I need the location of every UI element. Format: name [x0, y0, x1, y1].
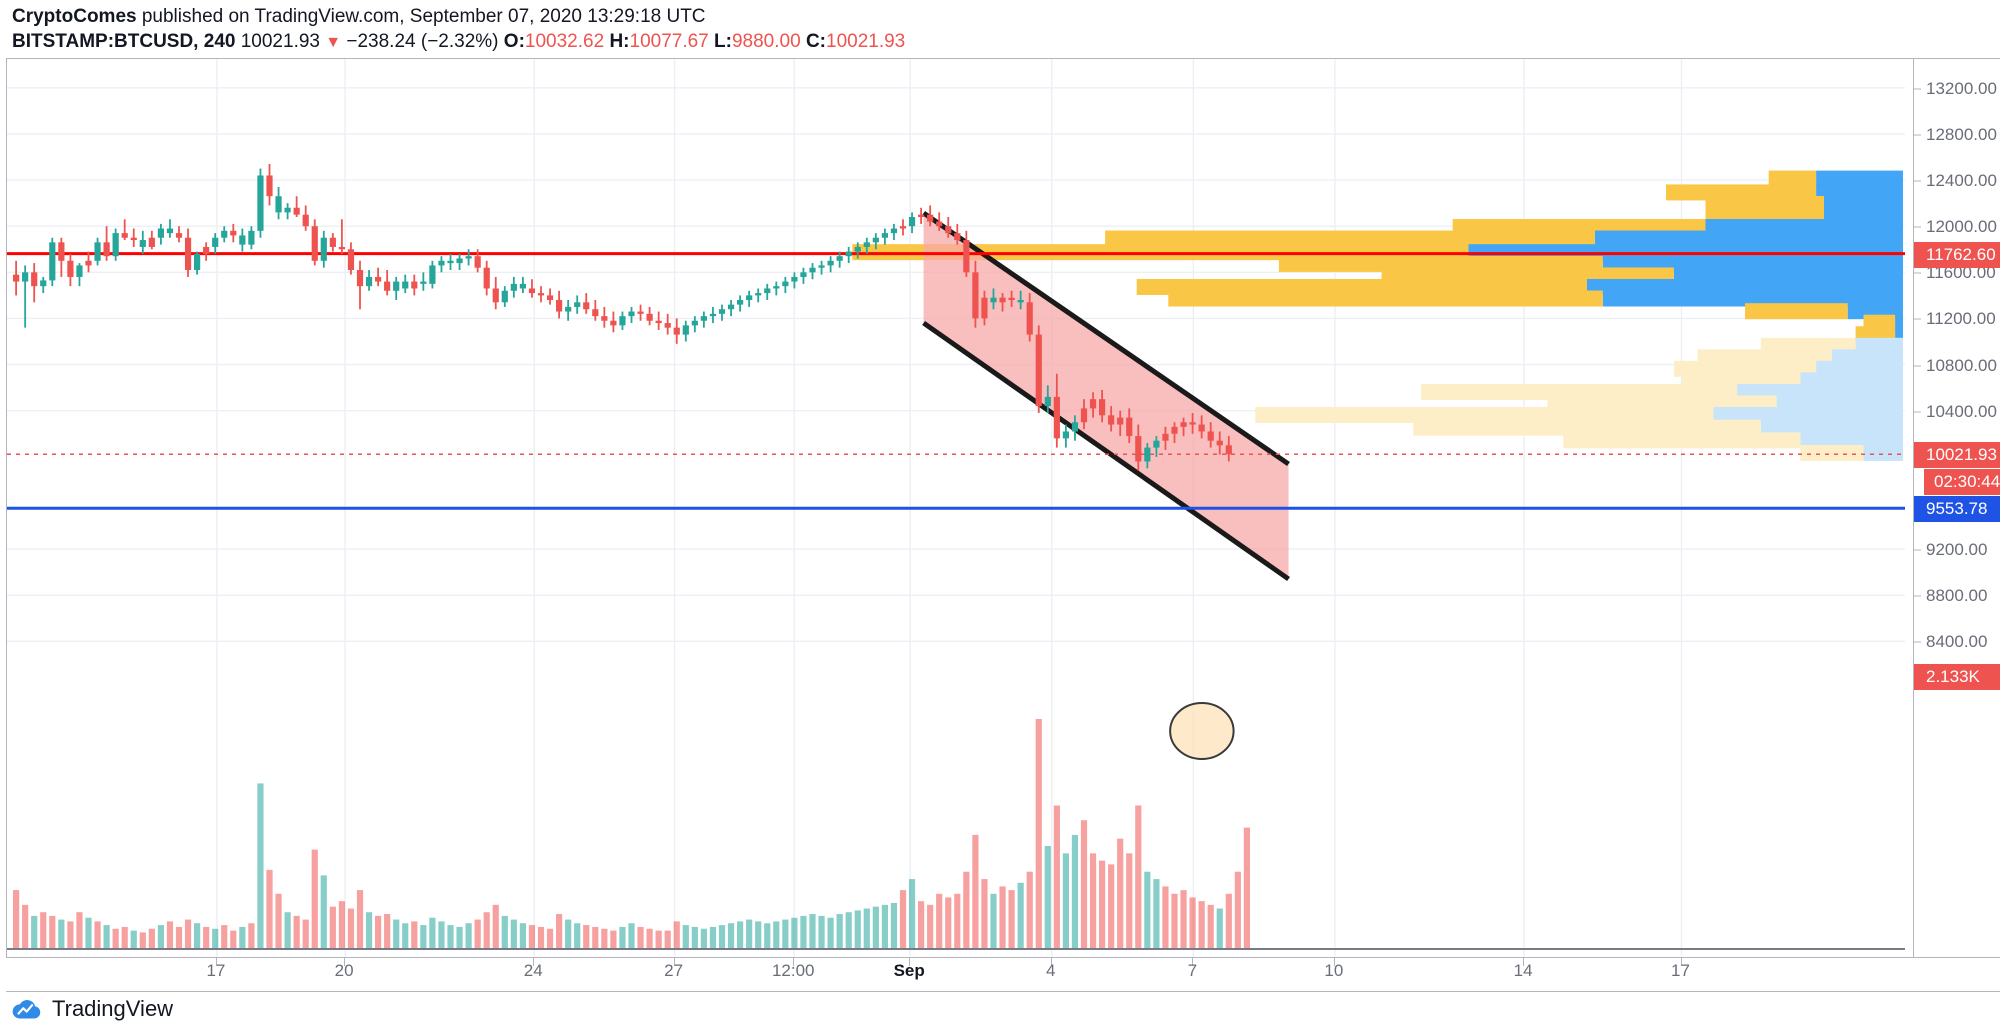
price-change-label: −238.24 (−2.32%) [346, 31, 499, 52]
resistance-price-badge[interactable]: 11762.60 [1914, 241, 2000, 268]
time-tick-mark [344, 958, 346, 966]
price-tick-label: 13200.00 [1926, 78, 1997, 98]
chart-canvas[interactable] [6, 58, 1914, 958]
symbol-quote-bar: BITSTAMP:BTCUSD, 240 10021.93 ▼ −238.24 … [12, 31, 905, 53]
time-tick-mark [1523, 958, 1525, 966]
published-meta: published on TradingView.com, September … [141, 6, 706, 27]
price-tick-mark [1914, 365, 1921, 367]
time-tick-label: 20 [334, 961, 354, 980]
footer: TradingView [12, 996, 173, 1022]
price-tick-mark [1914, 549, 1921, 551]
price-tick-label: 11600.00 [1926, 263, 1996, 283]
support-price-badge[interactable]: 9553.78 [1914, 496, 2000, 523]
time-tick-label: 7 [1187, 961, 1198, 980]
time-tick-label: 4 [1046, 961, 1056, 980]
time-tick-label: 27 [664, 961, 684, 980]
volume-series [7, 719, 1905, 950]
price-tick-mark [1914, 411, 1921, 413]
tradingview-cloud-icon [12, 997, 42, 1021]
time-tick-mark [533, 958, 535, 966]
price-tick-mark [1914, 641, 1921, 643]
publisher-name: CryptoComes [12, 6, 137, 27]
time-tick-mark [215, 958, 217, 966]
price-tick-label: 8800.00 [1926, 586, 1988, 606]
high-value: 10077.67 [629, 31, 709, 52]
time-tick-mark [909, 958, 911, 966]
time-tick-label: 12:00 [771, 961, 815, 980]
price-tick-label: 10400.00 [1926, 401, 1997, 421]
volume-profile [852, 170, 1903, 461]
price-tick-label: 12800.00 [1926, 124, 1997, 144]
low-value: 9880.00 [731, 31, 801, 52]
low-key: L: [714, 31, 732, 52]
price-tick-mark [1914, 180, 1921, 182]
time-tick-mark [673, 958, 675, 966]
last-price-label: 10021.93 [240, 31, 320, 52]
time-tick-label: 17 [1671, 961, 1690, 980]
time-axis[interactable]: 17 20 24 27 12:00 Sep 4 7 10 14 17 [6, 958, 2000, 992]
price-tick-mark [1914, 595, 1921, 597]
price-tick-mark [1914, 134, 1921, 136]
down-triangle-icon: ▼ [325, 34, 342, 51]
price-volume-plot[interactable] [7, 59, 1905, 957]
volume-value-badge[interactable]: 2.133K [1914, 664, 2000, 690]
open-key: O: [503, 31, 525, 52]
open-value: 10032.62 [524, 31, 605, 52]
time-tick-mark [1192, 958, 1194, 966]
close-key: C: [805, 31, 826, 52]
bar-countdown-badge: 02:30:44 [1924, 469, 2000, 496]
symbol-label[interactable]: BITSTAMP:BTCUSD, [12, 31, 199, 52]
price-axis[interactable]: 13200.00 12800.00 12400.00 12000.00 11600.00… [1914, 58, 2000, 958]
close-value: 10021.93 [826, 31, 906, 52]
time-tick-label: Sep [893, 961, 925, 980]
price-tick-mark [1914, 88, 1921, 90]
time-tick-label: 10 [1324, 961, 1344, 980]
descending-channel[interactable] [922, 210, 1290, 582]
time-tick-label: 14 [1513, 961, 1533, 980]
price-tick-mark [1914, 272, 1921, 274]
price-tick-label: 8400.00 [1926, 632, 1988, 652]
tradingview-brand-label: TradingView [52, 996, 174, 1021]
last-price-badge[interactable]: 10021.93 [1914, 442, 2000, 469]
publisher-header: CryptoComes published on TradingView.com… [12, 6, 706, 28]
price-tick-label: 12000.00 [1926, 217, 1997, 237]
time-tick-mark [1050, 958, 1052, 966]
candlestick-series [13, 163, 1232, 471]
price-tick-mark [1914, 226, 1921, 228]
time-tick-mark [793, 958, 795, 966]
price-tick-mark [1914, 318, 1921, 320]
price-tick-label: 10800.00 [1926, 355, 1997, 375]
high-key: H: [609, 31, 630, 52]
time-tick-label: 17 [206, 961, 226, 980]
price-tick-label: 12400.00 [1926, 171, 1997, 191]
volume-spike-ellipse[interactable] [1169, 702, 1235, 760]
time-tick-label: 24 [523, 961, 543, 980]
time-tick-mark [1333, 958, 1335, 966]
time-tick-mark [1680, 958, 1682, 966]
timeframe-label[interactable]: 240 [203, 31, 236, 52]
price-tick-label: 11200.00 [1926, 309, 1996, 329]
price-tick-label: 9200.00 [1926, 540, 1988, 560]
